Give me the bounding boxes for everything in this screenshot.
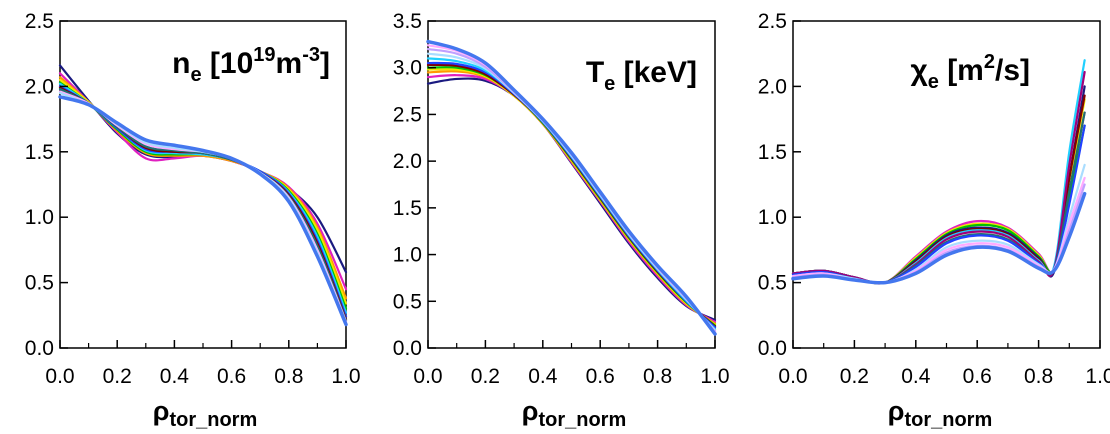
x-ticks: 0.0 0.2 0.4 0.6 0.8 1.0 (45, 340, 361, 388)
panel-title: ne [1019m-3] (172, 44, 330, 86)
y-tick-label: 0.5 (25, 272, 54, 295)
y-ticks: 0.0 0.5 1.0 1.5 2.0 2.5 (25, 10, 68, 360)
plot-area (791, 59, 1087, 285)
x-tick-label: 0.0 (45, 365, 74, 388)
y-tick-label: 2.5 (758, 10, 787, 33)
panel-diffusivity: 0.0 0.5 1.0 1.5 2.0 2.5 0.0 0.2 0.4 0.6 0.8 1.0 χe… (758, 10, 1110, 431)
y-tick-label: 2.0 (393, 150, 422, 173)
y-tick-label: 0.0 (393, 337, 422, 360)
series-line (426, 61, 717, 329)
y-tick-label: 0.5 (393, 290, 422, 313)
series-line (58, 95, 348, 327)
y-ticks: 0.0 0.5 1.0 1.5 2.0 2.5 3.0 3.5 (393, 10, 436, 360)
x-axis-label: ρtor_norm (522, 396, 627, 431)
plot-area (426, 39, 717, 336)
y-tick-label: 1.0 (25, 206, 54, 229)
series-line (426, 39, 717, 336)
x-tick-label: 0.0 (778, 365, 807, 388)
x-tick-label: 0.2 (840, 365, 869, 388)
y-tick-label: 1.0 (393, 244, 422, 267)
y-tick-label: 0.0 (758, 337, 787, 360)
y-tick-label: 2.5 (25, 10, 54, 33)
y-tick-label: 1.5 (393, 197, 422, 220)
series-line (791, 163, 1086, 285)
panel-temperature: 0.0 0.5 1.0 1.5 2.0 2.5 3.0 3.5 0.0 0.2 0.4 0.6 0.8… (393, 10, 730, 431)
y-tick-label: 3.0 (393, 57, 422, 80)
plot-area (58, 64, 348, 327)
x-tick-label: 0.6 (217, 365, 246, 388)
x-tick-label: 0.8 (1024, 365, 1053, 388)
x-ticks: 0.0 0.2 0.4 0.6 0.8 1.0 (413, 340, 730, 388)
x-tick-label: 0.4 (160, 365, 190, 388)
y-tick-label: 0.5 (758, 272, 787, 295)
y-tick-label: 0.0 (25, 337, 54, 360)
series-line (791, 191, 1087, 285)
y-tick-label: 1.5 (758, 141, 787, 164)
y-tick-label: 1.0 (758, 206, 787, 229)
x-tick-label: 0.2 (471, 365, 500, 388)
series-line (58, 64, 348, 274)
panel-title: χe [m2/s] (910, 51, 1030, 93)
y-ticks: 0.0 0.5 1.0 1.5 2.0 2.5 (758, 10, 801, 360)
x-tick-label: 1.0 (700, 365, 729, 388)
x-tick-label: 0.2 (103, 365, 132, 388)
y-tick-label: 3.5 (393, 10, 422, 33)
series-line (58, 72, 348, 291)
x-tick-label: 0.6 (963, 365, 992, 388)
x-axis-label: ρtor_norm (153, 396, 258, 431)
x-ticks: 0.0 0.2 0.4 0.6 0.8 1.0 (778, 340, 1110, 388)
y-tick-label: 2.5 (393, 103, 422, 126)
panel-density: 0.0 0.5 1.0 1.5 2.0 2.5 0.0 0.2 0.4 0.6 0.8 1.0 ne… (25, 10, 361, 431)
x-tick-label: 1.0 (1085, 365, 1110, 388)
x-tick-label: 1.0 (331, 365, 360, 388)
y-tick-label: 2.0 (25, 75, 54, 98)
series-line (58, 76, 348, 300)
x-axis-label: ρtor_norm (888, 396, 993, 431)
x-tick-label: 0.4 (528, 365, 558, 388)
x-tick-label: 0.8 (643, 365, 672, 388)
series-line (791, 70, 1086, 285)
x-tick-label: 0.6 (586, 365, 615, 388)
x-tick-label: 0.0 (413, 365, 442, 388)
y-tick-label: 1.5 (25, 141, 54, 164)
x-tick-label: 0.8 (274, 365, 303, 388)
y-tick-label: 2.0 (758, 75, 787, 98)
x-tick-label: 0.4 (901, 365, 931, 388)
panel-title: Te [keV] (586, 56, 697, 95)
